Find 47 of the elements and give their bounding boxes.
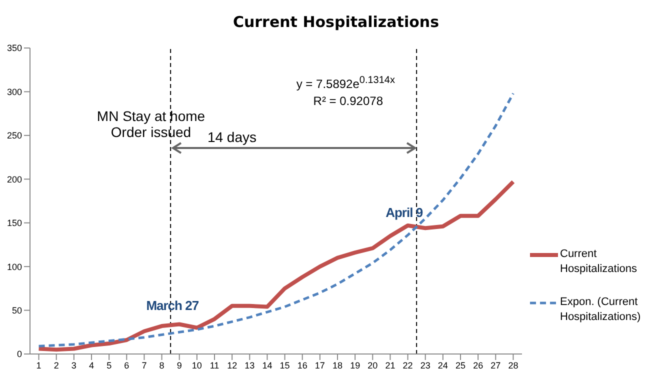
x-tick-label: 4	[88, 360, 94, 370]
x-tick-label: 8	[159, 360, 164, 370]
ref-line-label: March 27	[145, 298, 199, 313]
x-tick-label: 2	[54, 360, 59, 370]
y-tick-label: 0	[16, 349, 22, 360]
annotation: 14 days	[207, 129, 257, 145]
x-tick-label: 19	[350, 360, 360, 370]
x-tick-label: 25	[455, 360, 466, 370]
line-series	[36, 180, 516, 352]
x-tick-label: 14	[262, 360, 272, 370]
x-tick-label: 17	[314, 360, 325, 370]
x-tick-label: 27	[490, 360, 501, 370]
ref-line-label: April 9	[384, 205, 423, 220]
x-tick-label: 21	[385, 360, 396, 370]
x-tick-label: 28	[508, 360, 518, 370]
x-tick-label: 6	[124, 360, 130, 370]
y-tick-label: 350	[6, 43, 22, 54]
x-tick-label: 26	[473, 360, 484, 370]
y-tick-label: 100	[6, 262, 22, 272]
x-tick-label: 18	[332, 360, 343, 370]
annotation: R² = 0.92078	[313, 94, 383, 108]
x-tick-label: 20	[368, 360, 378, 370]
annotation: MN Stay at home Order issued	[96, 108, 206, 140]
x-tick-label: 10	[192, 360, 202, 370]
y-tick-label: 250	[6, 130, 22, 141]
x-tick-label: 24	[438, 360, 448, 370]
legend-label: Expon. (Current Hospitalizations)	[560, 295, 642, 325]
x-tick-label: 11	[210, 360, 220, 370]
x-tick-label: 22	[402, 360, 413, 370]
x-tick-label: 16	[297, 360, 308, 370]
y-tick-label: 200	[6, 174, 22, 184]
y-tick-label: 50	[12, 305, 22, 316]
x-tick-label: 15	[280, 360, 290, 370]
x-tick-label: 13	[244, 360, 255, 370]
chart-title: Current Hospitalizations	[232, 13, 440, 31]
line-series	[38, 92, 514, 348]
x-tick-label: 12	[227, 360, 238, 370]
x-tick-label: 7	[142, 360, 147, 370]
x-tick-label: 5	[106, 360, 112, 370]
y-tick-label: 150	[6, 218, 22, 228]
x-tick-label: 3	[71, 360, 76, 370]
x-tick-label: 1	[36, 360, 42, 370]
y-tick-label: 300	[6, 86, 22, 97]
x-tick-label: 9	[176, 360, 182, 370]
annotation: y = 7.5892e$^{0.1314x}$	[296, 75, 395, 91]
x-tick-label: 23	[420, 360, 430, 370]
legend-label: Current Hospitalizations	[560, 247, 638, 277]
